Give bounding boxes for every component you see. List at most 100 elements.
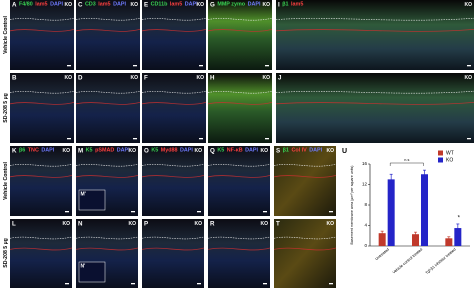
basement-membrane — [141, 29, 207, 32]
legend-label: WT — [446, 150, 454, 156]
stain: CD3 — [85, 2, 96, 8]
epidermis-border — [141, 17, 207, 21]
panel-label: P — [144, 220, 148, 227]
epidermis-border — [9, 17, 75, 21]
panel: L KO — [9, 219, 73, 288]
stain: β1 — [283, 148, 289, 154]
stain: DAPI — [50, 2, 63, 8]
panel: Q K5 NF-κB DAPI KO — [207, 146, 271, 216]
row-label: SD-208 5 µg — [3, 238, 9, 268]
bar — [421, 174, 428, 246]
basement-membrane — [273, 247, 337, 251]
y-axis-label: Basement membrane area (µm² per square u… — [350, 166, 354, 245]
inset-box — [78, 261, 106, 283]
scale-bar — [199, 65, 203, 67]
stain: CD11b — [151, 2, 168, 8]
basement-membrane — [9, 175, 73, 178]
genotype-tag: KO — [465, 2, 473, 8]
stain: DAPI — [245, 148, 258, 154]
micrograph — [208, 219, 270, 288]
panel-label: E — [144, 1, 148, 8]
stain: F4/80 — [19, 2, 33, 8]
basement-membrane — [9, 247, 73, 251]
legend-swatch — [438, 157, 443, 163]
panel-label: A — [12, 1, 17, 8]
panel-label: L — [12, 220, 16, 227]
genotype-tag: KO — [261, 221, 269, 227]
y-tick-label: 0 — [364, 243, 367, 248]
micrograph — [274, 146, 336, 216]
legend-label: KO — [446, 157, 453, 163]
genotype-tag: KO — [195, 221, 203, 227]
panel-heading: N — [78, 220, 83, 227]
panel-heading: P — [144, 220, 148, 227]
panel-label: S — [276, 147, 280, 154]
inset-label: M' — [81, 191, 86, 197]
stain: β6 — [19, 148, 25, 154]
micrograph — [10, 219, 72, 288]
genotype-tag: KO — [261, 148, 269, 154]
panel-label: F — [144, 74, 148, 81]
scale-bar — [133, 138, 137, 140]
panel-label: R — [210, 220, 215, 227]
stain: DAPI — [248, 2, 261, 8]
genotype-tag: KO — [129, 221, 137, 227]
stain: lam5 — [291, 2, 303, 8]
panel-heading: C CD3 lam5 DAPI — [78, 1, 126, 8]
scale-bar — [263, 283, 267, 285]
stain: DAPI — [41, 148, 54, 154]
scale-bar — [467, 65, 471, 67]
basement-membrane — [141, 175, 205, 178]
panel-heading: H — [210, 74, 215, 81]
stain: lam5 — [35, 2, 47, 8]
epidermis-border — [9, 236, 73, 240]
epidermis-border — [75, 163, 139, 167]
basement-membrane — [141, 102, 207, 105]
stain: lam5 — [98, 2, 110, 8]
stain: DAPI — [113, 2, 126, 8]
panel-heading: L — [12, 220, 16, 227]
micrograph — [274, 219, 336, 288]
micrograph — [142, 0, 206, 70]
stain: DAPI — [185, 2, 198, 8]
scale-bar — [265, 65, 269, 67]
inset-box — [78, 189, 106, 211]
micrograph — [142, 146, 204, 216]
panel-heading: A F4/80 lam5 DAPI — [12, 1, 63, 8]
scale-bar — [65, 211, 69, 213]
genotype-tag: KO — [327, 221, 335, 227]
epidermis-border — [207, 163, 271, 167]
epidermis-border — [9, 163, 73, 167]
y-tick-label: 8 — [364, 202, 367, 207]
x-tick-label: Tgf-β1 inhibitor treated — [425, 247, 457, 275]
stain: MMP zymo — [217, 2, 245, 8]
genotype-tag: KO — [129, 148, 137, 154]
panel-heading: G MMP zymo DAPI — [210, 1, 261, 8]
panel: N KO N' — [75, 219, 139, 288]
genotype-tag: KO — [63, 221, 71, 227]
scale-bar — [199, 138, 203, 140]
panel-heading: E CD11b lam5 DAPI — [144, 1, 198, 8]
basement-membrane — [75, 102, 141, 105]
panel: G MMP zymo DAPI KO — [207, 0, 273, 70]
stain: pSMAD — [95, 148, 114, 154]
annotation: * — [458, 215, 461, 221]
panel: P KO — [141, 219, 205, 288]
basement-membrane — [9, 102, 75, 105]
panel-label: U — [342, 148, 347, 155]
scale-bar — [131, 283, 135, 285]
panel-label: G — [210, 1, 215, 8]
basement-membrane — [207, 175, 271, 178]
x-tick-label: Untreated — [375, 247, 390, 261]
stain: K5 — [217, 148, 224, 154]
panel-label: N — [78, 220, 83, 227]
panel-heading: D — [78, 74, 83, 81]
panel-heading: T — [276, 220, 280, 227]
x-tick-label: Vehicle control treated — [392, 247, 423, 274]
panel-heading: Q K5 NF-κB DAPI — [210, 147, 259, 154]
micrograph — [76, 73, 140, 143]
stain: DAPI — [309, 148, 322, 154]
